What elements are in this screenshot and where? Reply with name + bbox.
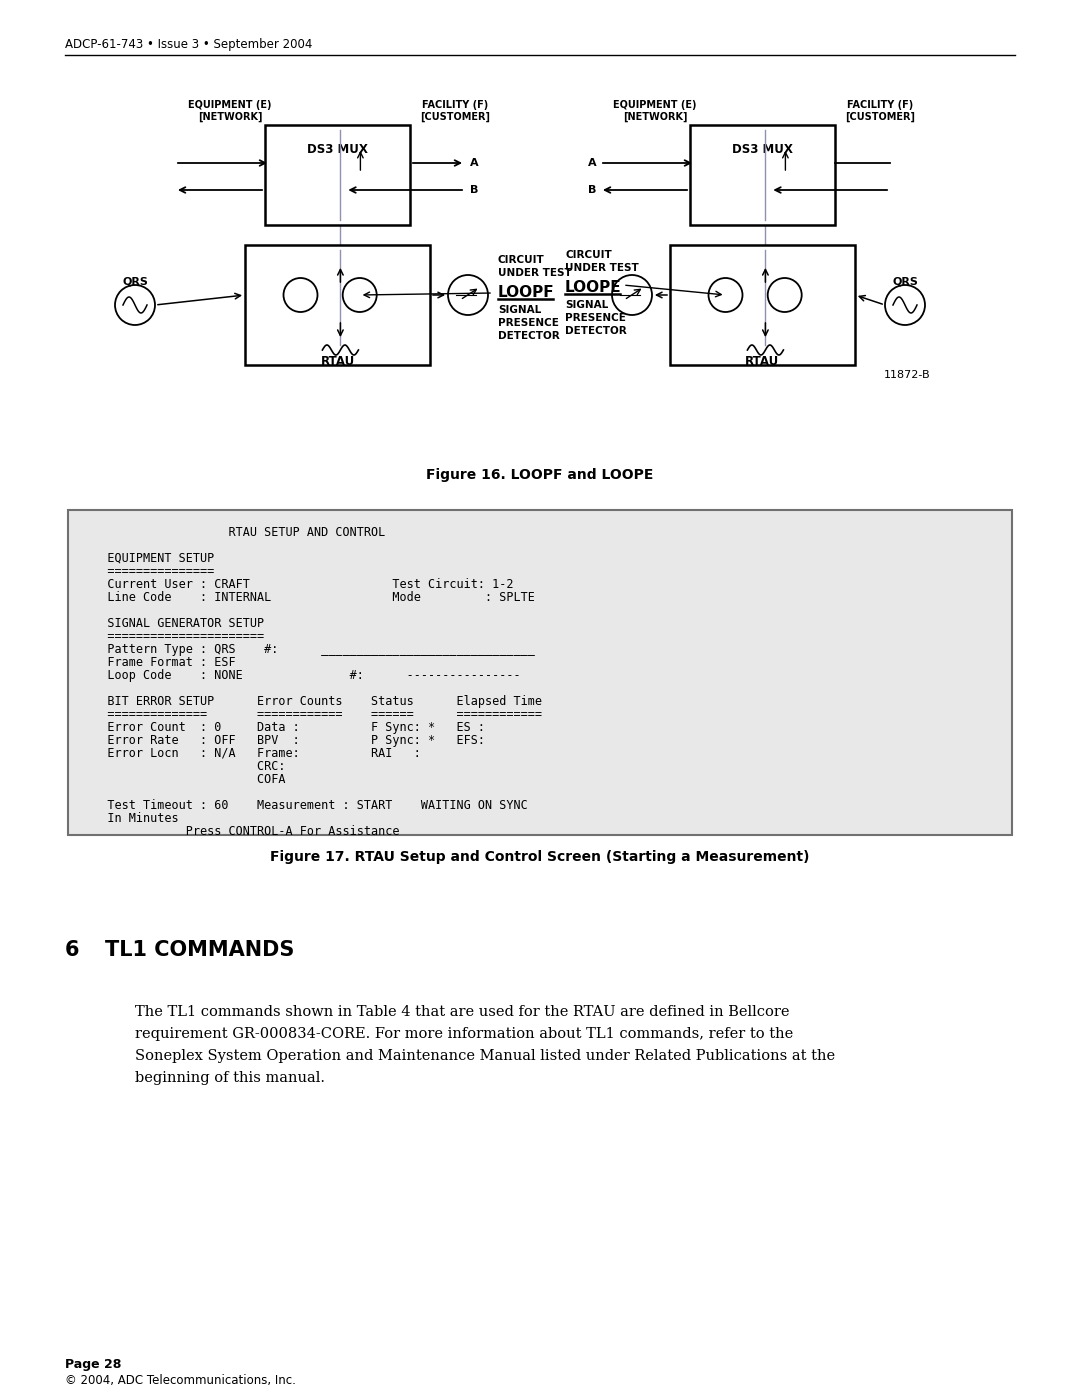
Text: BIT ERROR SETUP      Error Counts    Status      Elapsed Time: BIT ERROR SETUP Error Counts Status Elap…: [86, 694, 542, 708]
Text: Test Timeout : 60    Measurement : START    WAITING ON SYNC: Test Timeout : 60 Measurement : START WA…: [86, 799, 528, 812]
Text: [CUSTOMER]: [CUSTOMER]: [420, 112, 490, 123]
Text: QRS: QRS: [892, 277, 918, 286]
Text: © 2004, ADC Telecommunications, Inc.: © 2004, ADC Telecommunications, Inc.: [65, 1375, 296, 1387]
Text: RTAU: RTAU: [321, 355, 354, 367]
Text: FACILITY (F): FACILITY (F): [422, 101, 488, 110]
Text: 11872-B: 11872-B: [883, 370, 930, 380]
Text: In Minutes: In Minutes: [86, 812, 178, 826]
Text: DETECTOR: DETECTOR: [498, 331, 559, 341]
Bar: [265, 124, 410, 225]
Bar: [670, 244, 855, 365]
Text: FACILITY (F): FACILITY (F): [847, 101, 913, 110]
Text: EQUIPMENT (E): EQUIPMENT (E): [613, 101, 697, 110]
Text: 6: 6: [65, 940, 80, 960]
Text: Frame Format : ESF: Frame Format : ESF: [86, 657, 235, 669]
Text: [NETWORK]: [NETWORK]: [623, 112, 687, 123]
Text: ===============: ===============: [86, 564, 214, 578]
Text: Figure 17. RTAU Setup and Control Screen (Starting a Measurement): Figure 17. RTAU Setup and Control Screen…: [270, 849, 810, 863]
Text: B: B: [588, 184, 596, 196]
Text: Loop Code    : NONE               #:      ----------------: Loop Code : NONE #: ----------------: [86, 669, 521, 682]
Text: EQUIPMENT (E): EQUIPMENT (E): [188, 101, 272, 110]
Text: DS3 MUX: DS3 MUX: [307, 142, 368, 156]
Text: ==============       ============    ======      ============: ============== ============ ====== =====…: [86, 708, 542, 721]
Text: Current User : CRAFT                    Test Circuit: 1-2: Current User : CRAFT Test Circuit: 1-2: [86, 578, 513, 591]
Text: CRC:: CRC:: [86, 760, 285, 773]
Text: PRESENCE: PRESENCE: [565, 313, 626, 323]
Text: ADCP-61-743 • Issue 3 • September 2004: ADCP-61-743 • Issue 3 • September 2004: [65, 38, 312, 52]
Text: COFA: COFA: [86, 773, 285, 787]
Text: TL1 COMMANDS: TL1 COMMANDS: [105, 940, 295, 960]
Text: beginning of this manual.: beginning of this manual.: [135, 1071, 325, 1085]
Text: CIRCUIT: CIRCUIT: [498, 256, 544, 265]
Text: Soneplex System Operation and Maintenance Manual listed under Related Publicatio: Soneplex System Operation and Maintenanc…: [135, 1049, 835, 1063]
Text: Error Rate   : OFF   BPV  :          P Sync: *   EFS:: Error Rate : OFF BPV : P Sync: * EFS:: [86, 733, 485, 747]
Text: UNDER TEST: UNDER TEST: [565, 263, 638, 272]
Text: CIRCUIT: CIRCUIT: [565, 250, 611, 260]
Text: B: B: [470, 184, 478, 196]
Text: Figure 16. LOOPF and LOOPE: Figure 16. LOOPF and LOOPE: [427, 468, 653, 482]
Text: Error Locn   : N/A   Frame:          RAI   :: Error Locn : N/A Frame: RAI :: [86, 747, 421, 760]
Text: [NETWORK]: [NETWORK]: [198, 112, 262, 123]
Text: SIGNAL GENERATOR SETUP: SIGNAL GENERATOR SETUP: [86, 617, 265, 630]
Text: Line Code    : INTERNAL                 Mode         : SPLTE: Line Code : INTERNAL Mode : SPLTE: [86, 591, 535, 604]
Text: UNDER TEST: UNDER TEST: [498, 268, 571, 278]
Text: RTAU: RTAU: [745, 355, 780, 367]
Text: Error Count  : 0     Data :          F Sync: *   ES :: Error Count : 0 Data : F Sync: * ES :: [86, 721, 485, 733]
Text: RTAU SETUP AND CONTROL: RTAU SETUP AND CONTROL: [86, 527, 386, 539]
Text: requirement GR-000834-CORE. For more information about TL1 commands, refer to th: requirement GR-000834-CORE. For more inf…: [135, 1027, 793, 1041]
Text: Press CONTROL-A For Assistance: Press CONTROL-A For Assistance: [86, 826, 400, 838]
Text: LOOPF: LOOPF: [498, 285, 555, 300]
Bar: [245, 244, 430, 365]
Text: QRS: QRS: [122, 277, 148, 286]
Text: PRESENCE: PRESENCE: [498, 319, 558, 328]
Text: A: A: [470, 158, 478, 168]
Text: EQUIPMENT SETUP: EQUIPMENT SETUP: [86, 552, 214, 564]
Text: A: A: [588, 158, 596, 168]
Text: The TL1 commands shown in Table 4 that are used for the RTAU are defined in Bell: The TL1 commands shown in Table 4 that a…: [135, 1004, 789, 1018]
Text: Page 28: Page 28: [65, 1358, 121, 1370]
Bar: [690, 124, 835, 225]
Text: DETECTOR: DETECTOR: [565, 326, 626, 337]
Text: DS3 MUX: DS3 MUX: [732, 142, 793, 156]
Text: [CUSTOMER]: [CUSTOMER]: [845, 112, 915, 123]
Text: Pattern Type : QRS    #:      ______________________________: Pattern Type : QRS #: __________________…: [86, 643, 535, 657]
Text: LOOPE: LOOPE: [565, 279, 622, 295]
Text: SIGNAL: SIGNAL: [565, 300, 608, 310]
Text: ======================: ======================: [86, 630, 265, 643]
Text: SIGNAL: SIGNAL: [498, 305, 541, 314]
Bar: [68, 510, 1012, 835]
